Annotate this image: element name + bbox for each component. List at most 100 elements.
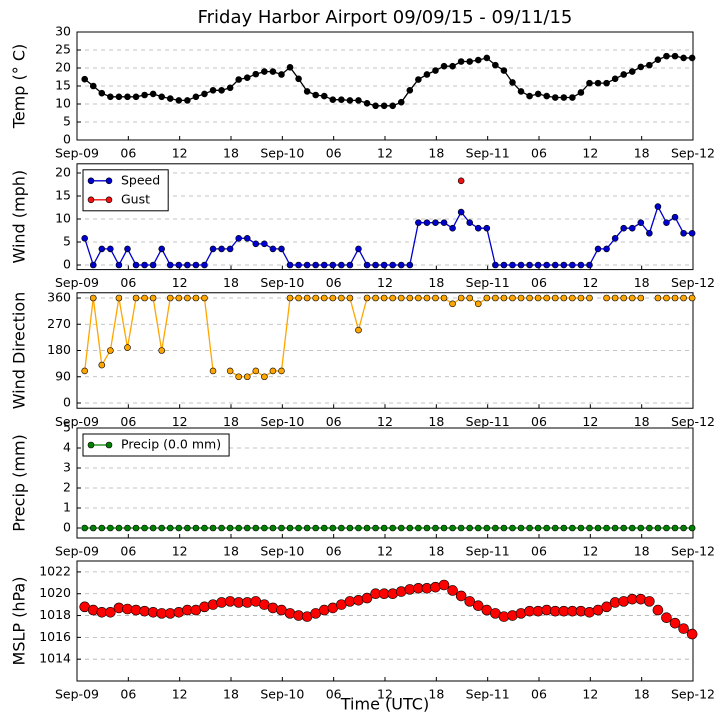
data-point (680, 524, 687, 532)
data-point (261, 240, 268, 248)
data-point (98, 361, 106, 369)
data-point (569, 94, 576, 101)
data-point (483, 524, 491, 532)
data-point (586, 524, 593, 532)
data-point (474, 224, 482, 232)
x-tick-label: Sep-10 (260, 275, 304, 290)
data-point (107, 524, 114, 532)
x-tick-label: 18 (634, 687, 650, 702)
x-tick-label: 12 (377, 146, 393, 161)
legend-marker (87, 177, 95, 185)
data-point (603, 294, 610, 302)
data-point (269, 367, 277, 375)
data-point (551, 94, 559, 101)
data-point (355, 245, 362, 253)
data-point (329, 261, 337, 269)
data-point (603, 524, 610, 532)
x-axis-label: Time (UTC) (340, 695, 429, 714)
data-point (474, 56, 482, 64)
data-point (81, 367, 88, 375)
data-point (124, 524, 131, 532)
data-point (124, 93, 131, 101)
data-point (312, 294, 320, 302)
data-point (278, 71, 285, 78)
data-point (449, 224, 456, 232)
data-point (509, 261, 516, 269)
y-tick-label: 10 (55, 96, 71, 111)
data-point (346, 261, 354, 269)
data-point (526, 261, 533, 269)
data-point (252, 524, 260, 532)
data-point (149, 294, 157, 302)
x-tick-label: 18 (634, 275, 650, 290)
data-point (192, 261, 200, 269)
data-point (389, 524, 397, 532)
data-point (166, 524, 174, 532)
data-point (671, 294, 679, 302)
data-point (243, 74, 251, 82)
data-point (175, 294, 183, 302)
data-point (415, 219, 422, 226)
data-point (363, 524, 371, 532)
data-point (654, 294, 662, 302)
data-point (363, 261, 371, 269)
data-point (543, 261, 551, 269)
data-point (663, 219, 670, 226)
data-point (278, 245, 285, 253)
data-point (338, 261, 345, 269)
data-point (98, 245, 106, 253)
data-point (209, 367, 217, 375)
data-point (474, 300, 482, 308)
data-point (646, 229, 653, 237)
data-point (678, 623, 689, 634)
data-point (551, 261, 559, 269)
legend-marker (105, 441, 113, 449)
x-tick-label: 12 (172, 275, 188, 290)
data-point (132, 294, 140, 302)
y-axis-label: Wind Direction (10, 292, 29, 410)
data-point (397, 98, 405, 106)
data-point (81, 235, 88, 242)
data-point (423, 524, 431, 532)
data-point (449, 300, 456, 308)
data-point (432, 294, 439, 302)
data-point (355, 97, 362, 104)
data-point (261, 373, 268, 381)
data-point (466, 294, 474, 302)
legend-label: Precip (0.0 mm) (121, 437, 221, 452)
data-point (457, 208, 465, 216)
data-point (663, 52, 670, 60)
data-point (449, 524, 456, 532)
x-tick-label: Sep-09 (55, 414, 99, 429)
data-point (620, 224, 628, 232)
data-point (543, 92, 551, 100)
data-point (560, 261, 568, 269)
legend-label: Gust (121, 191, 150, 206)
legend-marker (105, 196, 113, 204)
data-point (517, 524, 525, 532)
data-point (243, 235, 251, 242)
x-tick-label: Sep-10 (260, 544, 304, 559)
data-point (380, 524, 388, 532)
data-point (586, 261, 593, 269)
data-point (269, 68, 277, 75)
data-point (209, 524, 217, 532)
x-tick-label: 18 (223, 146, 239, 161)
data-point (432, 524, 439, 532)
x-tick-label: Sep-12 (671, 275, 715, 290)
data-point (278, 524, 285, 532)
y-tick-label: 0 (63, 395, 71, 410)
data-point (440, 294, 448, 302)
data-point (646, 61, 653, 69)
x-tick-label: Sep-11 (466, 544, 510, 559)
x-tick-label: 06 (120, 687, 136, 702)
x-tick-label: 18 (428, 146, 444, 161)
x-tick-label: 06 (326, 544, 342, 559)
data-point (235, 373, 242, 381)
data-point (303, 524, 311, 532)
y-tick-label: 15 (55, 188, 71, 203)
data-point (81, 524, 88, 532)
data-point (500, 67, 508, 74)
y-tick-label: 5 (63, 234, 71, 249)
